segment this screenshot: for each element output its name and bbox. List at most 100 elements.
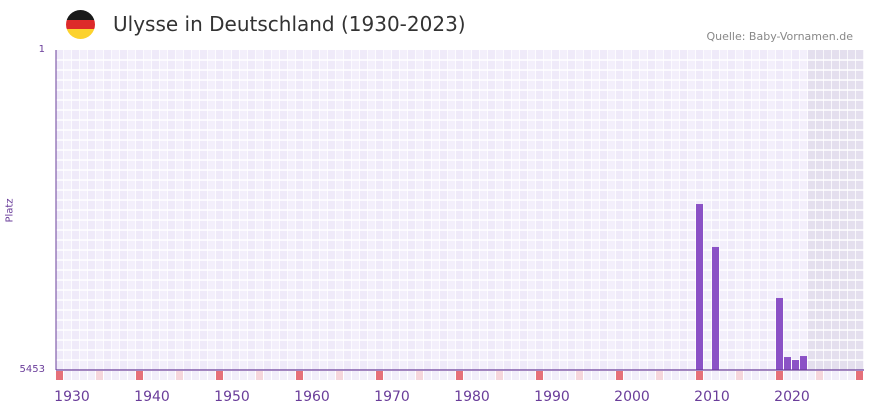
y-tick-top: 1: [38, 44, 45, 55]
year-mark: [152, 371, 159, 380]
year-mark: [264, 371, 271, 380]
year-mark: [560, 371, 567, 380]
year-mark: [504, 371, 511, 380]
year-mark: [280, 371, 287, 380]
year-mark: [752, 371, 759, 380]
year-mark: [384, 371, 391, 380]
year-mark: [64, 371, 71, 380]
year-mark: [56, 371, 63, 380]
year-mark: [392, 371, 399, 380]
year-mark: [728, 371, 735, 380]
year-mark: [160, 371, 167, 380]
year-mark: [144, 371, 151, 380]
year-mark: [776, 371, 783, 380]
year-mark: [232, 371, 239, 380]
year-mark: [552, 371, 559, 380]
year-mark: [96, 371, 103, 380]
year-mark: [568, 371, 575, 380]
x-tick-label: 1990: [534, 389, 570, 405]
year-mark: [736, 371, 743, 380]
year-mark: [488, 371, 495, 380]
germany-flag-icon: [66, 10, 95, 39]
year-mark: [256, 371, 263, 380]
year-mark: [464, 371, 471, 380]
y-tick-bottom: 5453: [19, 364, 45, 375]
year-mark: [408, 371, 415, 380]
year-mark: [432, 371, 439, 380]
year-mark: [672, 371, 679, 380]
year-mark: [784, 371, 791, 380]
year-mark: [72, 371, 79, 380]
x-tick-label: 1950: [214, 389, 250, 405]
year-mark: [376, 371, 383, 380]
year-mark: [352, 371, 359, 380]
year-mark: [664, 371, 671, 380]
year-mark: [744, 371, 751, 380]
year-mark: [640, 371, 647, 380]
year-mark: [368, 371, 375, 380]
year-mark: [112, 371, 119, 380]
year-mark: [296, 371, 303, 380]
year-mark: [240, 371, 247, 380]
year-mark: [288, 371, 295, 380]
year-mark: [248, 371, 255, 380]
year-mark: [400, 371, 407, 380]
year-mark: [472, 371, 479, 380]
year-mark: [328, 371, 335, 380]
year-mark: [832, 371, 839, 380]
source-link[interactable]: Quelle: Baby-Vornamen.de: [706, 30, 853, 43]
year-mark: [120, 371, 127, 380]
year-mark: [216, 371, 223, 380]
year-mark: [512, 371, 519, 380]
year-mark: [696, 371, 703, 380]
year-mark: [416, 371, 423, 380]
year-mark: [184, 371, 191, 380]
bar-2010: [696, 204, 703, 370]
year-mark: [648, 371, 655, 380]
x-tick-label: 1980: [454, 389, 490, 405]
year-mark: [856, 371, 863, 380]
year-mark: [480, 371, 487, 380]
year-mark: [632, 371, 639, 380]
year-mark: [520, 371, 527, 380]
year-mark: [224, 371, 231, 380]
bar-2021: [784, 357, 791, 370]
year-mark: [536, 371, 543, 380]
bar-2022: [792, 360, 799, 370]
year-mark: [624, 371, 631, 380]
year-mark: [88, 371, 95, 380]
year-mark: [208, 371, 215, 380]
year-mark: [128, 371, 135, 380]
year-mark: [448, 371, 455, 380]
year-mark: [104, 371, 111, 380]
x-tick-label: 1940: [134, 389, 170, 405]
year-mark: [200, 371, 207, 380]
bar-2012: [712, 246, 719, 370]
year-mark: [608, 371, 615, 380]
year-mark: [688, 371, 695, 380]
year-mark: [320, 371, 327, 380]
x-tick-label: 1930: [54, 389, 90, 405]
year-mark: [80, 371, 87, 380]
year-mark: [848, 371, 855, 380]
year-mark: [656, 371, 663, 380]
year-mark: [360, 371, 367, 380]
year-mark: [592, 371, 599, 380]
year-mark: [704, 371, 711, 380]
year-mark: [616, 371, 623, 380]
bar-2023: [800, 356, 807, 370]
year-mark: [272, 371, 279, 380]
bar-2020: [776, 297, 783, 370]
year-mark: [440, 371, 447, 380]
year-mark: [336, 371, 343, 380]
year-mark: [168, 371, 175, 380]
year-mark: [424, 371, 431, 380]
year-mark: [584, 371, 591, 380]
year-mark: [312, 371, 319, 380]
year-mark: [192, 371, 199, 380]
x-tick-label: 2000: [614, 389, 650, 405]
year-mark: [544, 371, 551, 380]
year-mark: [808, 371, 815, 380]
